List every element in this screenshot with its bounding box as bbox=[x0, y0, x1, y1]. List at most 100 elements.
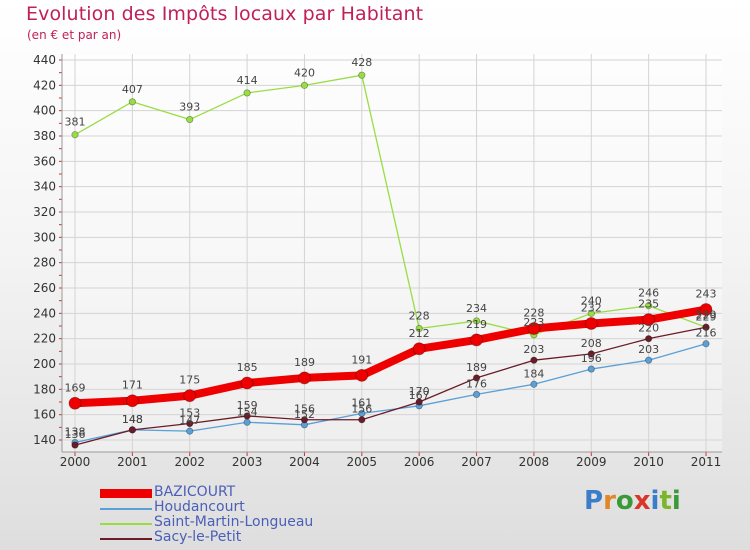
data-point-houdancourt bbox=[702, 340, 710, 348]
x-tick-label: 2006 bbox=[404, 455, 435, 469]
logo-letter: o bbox=[615, 486, 634, 516]
x-tick-label: 2008 bbox=[519, 455, 550, 469]
x-tick-label: 2007 bbox=[461, 455, 492, 469]
y-tick-label: 180 bbox=[33, 382, 56, 396]
legend-swatch-houdancourt bbox=[100, 508, 152, 510]
y-tick-label: 420 bbox=[33, 78, 56, 92]
x-tick-label: 2010 bbox=[633, 455, 664, 469]
data-label-sacy-le-petit: 136 bbox=[65, 428, 86, 441]
data-label-houdancourt: 138 bbox=[65, 426, 86, 439]
data-label-houdancourt: 154 bbox=[237, 405, 258, 418]
logo-letter: t bbox=[659, 486, 672, 516]
data-label-sacy-le-petit: 220 bbox=[638, 322, 659, 335]
y-tick-label: 240 bbox=[33, 306, 56, 320]
data-label-sacy-le-petit: 203 bbox=[523, 343, 544, 356]
data-label-saint-martin-longueau: 223 bbox=[523, 316, 544, 329]
series-line-sacy-le-petit bbox=[74, 326, 707, 446]
data-label-houdancourt: 216 bbox=[696, 327, 717, 340]
data-label-sacy-le-petit: 189 bbox=[466, 361, 487, 374]
y-tick-label: 300 bbox=[33, 230, 56, 244]
data-point-bazicourt bbox=[470, 333, 483, 347]
data-point-bazicourt bbox=[584, 317, 598, 330]
data-point-sacy-le-petit bbox=[702, 323, 710, 331]
data-point-bazicourt bbox=[355, 368, 369, 382]
data-label-houdancourt: 152 bbox=[294, 408, 315, 421]
data-label-houdancourt: 167 bbox=[409, 389, 430, 402]
data-point-saint-martin-longueau bbox=[472, 317, 481, 325]
data-label-bazicourt: 232 bbox=[581, 301, 602, 314]
data-label-houdancourt: 184 bbox=[523, 367, 544, 380]
data-point-bazicourt bbox=[527, 322, 541, 335]
data-label-bazicourt: 228 bbox=[523, 307, 544, 320]
y-tick-label: 140 bbox=[33, 433, 56, 447]
series-line-saint-martin-longueau bbox=[74, 74, 707, 336]
data-point-bazicourt bbox=[125, 394, 139, 408]
data-point-saint-martin-longueau bbox=[587, 309, 595, 317]
logo-letter: P bbox=[584, 486, 604, 516]
chart-title: Evolution des Impôts locaux par Habitant bbox=[26, 3, 424, 25]
data-point-sacy-le-petit bbox=[472, 374, 481, 382]
data-label-saint-martin-longueau: 428 bbox=[351, 56, 372, 69]
data-label-bazicourt: 185 bbox=[237, 361, 258, 374]
data-label-sacy-le-petit: 156 bbox=[351, 403, 372, 416]
data-point-sacy-le-petit bbox=[243, 412, 251, 420]
data-label-sacy-le-petit: 156 bbox=[294, 403, 315, 416]
data-label-houdancourt: 147 bbox=[179, 414, 200, 427]
data-label-sacy-le-petit: 159 bbox=[237, 399, 258, 412]
data-point-sacy-le-petit bbox=[128, 426, 136, 434]
x-tick-label: 2004 bbox=[289, 455, 320, 469]
data-label-saint-martin-longueau: 407 bbox=[122, 83, 143, 96]
data-label-saint-martin-longueau: 381 bbox=[65, 116, 86, 129]
data-point-saint-martin-longueau bbox=[358, 71, 366, 79]
legend-label-bazicourt: BAZICOURT bbox=[154, 484, 236, 500]
data-label-sacy-le-petit: 148 bbox=[122, 413, 143, 426]
legend-label-saint-martin-longueau: Saint-Martin-Longueau bbox=[154, 514, 314, 530]
y-tick-label: 360 bbox=[33, 154, 56, 168]
data-label-bazicourt: 191 bbox=[351, 353, 372, 366]
y-tick-label: 400 bbox=[33, 104, 56, 118]
data-point-houdancourt bbox=[645, 356, 653, 364]
data-point-bazicourt bbox=[240, 376, 254, 390]
data-label-bazicourt: 171 bbox=[122, 379, 143, 392]
data-label-houdancourt: 148 bbox=[122, 413, 143, 426]
logo-letter: i bbox=[671, 486, 681, 516]
data-point-bazicourt bbox=[642, 313, 656, 327]
x-tick-label: 2009 bbox=[576, 455, 607, 469]
y-tick-label: 380 bbox=[33, 129, 56, 143]
data-point-bazicourt bbox=[412, 342, 426, 356]
x-tick-label: 2000 bbox=[60, 455, 91, 469]
data-point-houdancourt bbox=[243, 418, 251, 426]
data-point-sacy-le-petit bbox=[645, 335, 653, 343]
data-point-houdancourt bbox=[587, 365, 595, 373]
data-label-houdancourt: 196 bbox=[581, 352, 602, 365]
data-point-sacy-le-petit bbox=[300, 416, 309, 424]
data-label-bazicourt: 189 bbox=[294, 356, 315, 369]
series-line-bazicourt bbox=[71, 305, 710, 408]
data-point-saint-martin-longueau bbox=[186, 115, 194, 124]
data-label-saint-martin-longueau: 229 bbox=[696, 308, 717, 321]
y-tick-label: 220 bbox=[33, 332, 56, 346]
logo-letter: r bbox=[603, 486, 616, 516]
data-label-houdancourt: 161 bbox=[351, 396, 372, 409]
data-point-sacy-le-petit bbox=[71, 441, 79, 449]
data-label-sacy-le-petit: 229 bbox=[696, 310, 717, 323]
data-label-houdancourt: 203 bbox=[638, 343, 659, 356]
legend-label-sacy-le-petit: Sacy-le-Petit bbox=[154, 529, 242, 545]
data-point-saint-martin-longueau bbox=[415, 324, 423, 333]
data-label-sacy-le-petit: 208 bbox=[581, 337, 602, 350]
data-label-saint-martin-longueau: 420 bbox=[294, 66, 315, 79]
data-point-sacy-le-petit bbox=[358, 416, 366, 424]
y-tick-label: 160 bbox=[33, 408, 56, 422]
data-point-bazicourt bbox=[68, 396, 82, 410]
logo-letter: i bbox=[650, 486, 660, 516]
data-point-sacy-le-petit bbox=[530, 356, 538, 364]
logo-letter: x bbox=[633, 486, 651, 516]
data-label-saint-martin-longueau: 414 bbox=[237, 74, 258, 87]
y-tick-label: 200 bbox=[33, 357, 56, 371]
data-point-sacy-le-petit bbox=[587, 350, 595, 358]
data-point-saint-martin-longueau bbox=[645, 302, 653, 310]
legend-swatch-sacy-le-petit bbox=[100, 538, 152, 540]
data-label-bazicourt: 219 bbox=[466, 318, 487, 331]
